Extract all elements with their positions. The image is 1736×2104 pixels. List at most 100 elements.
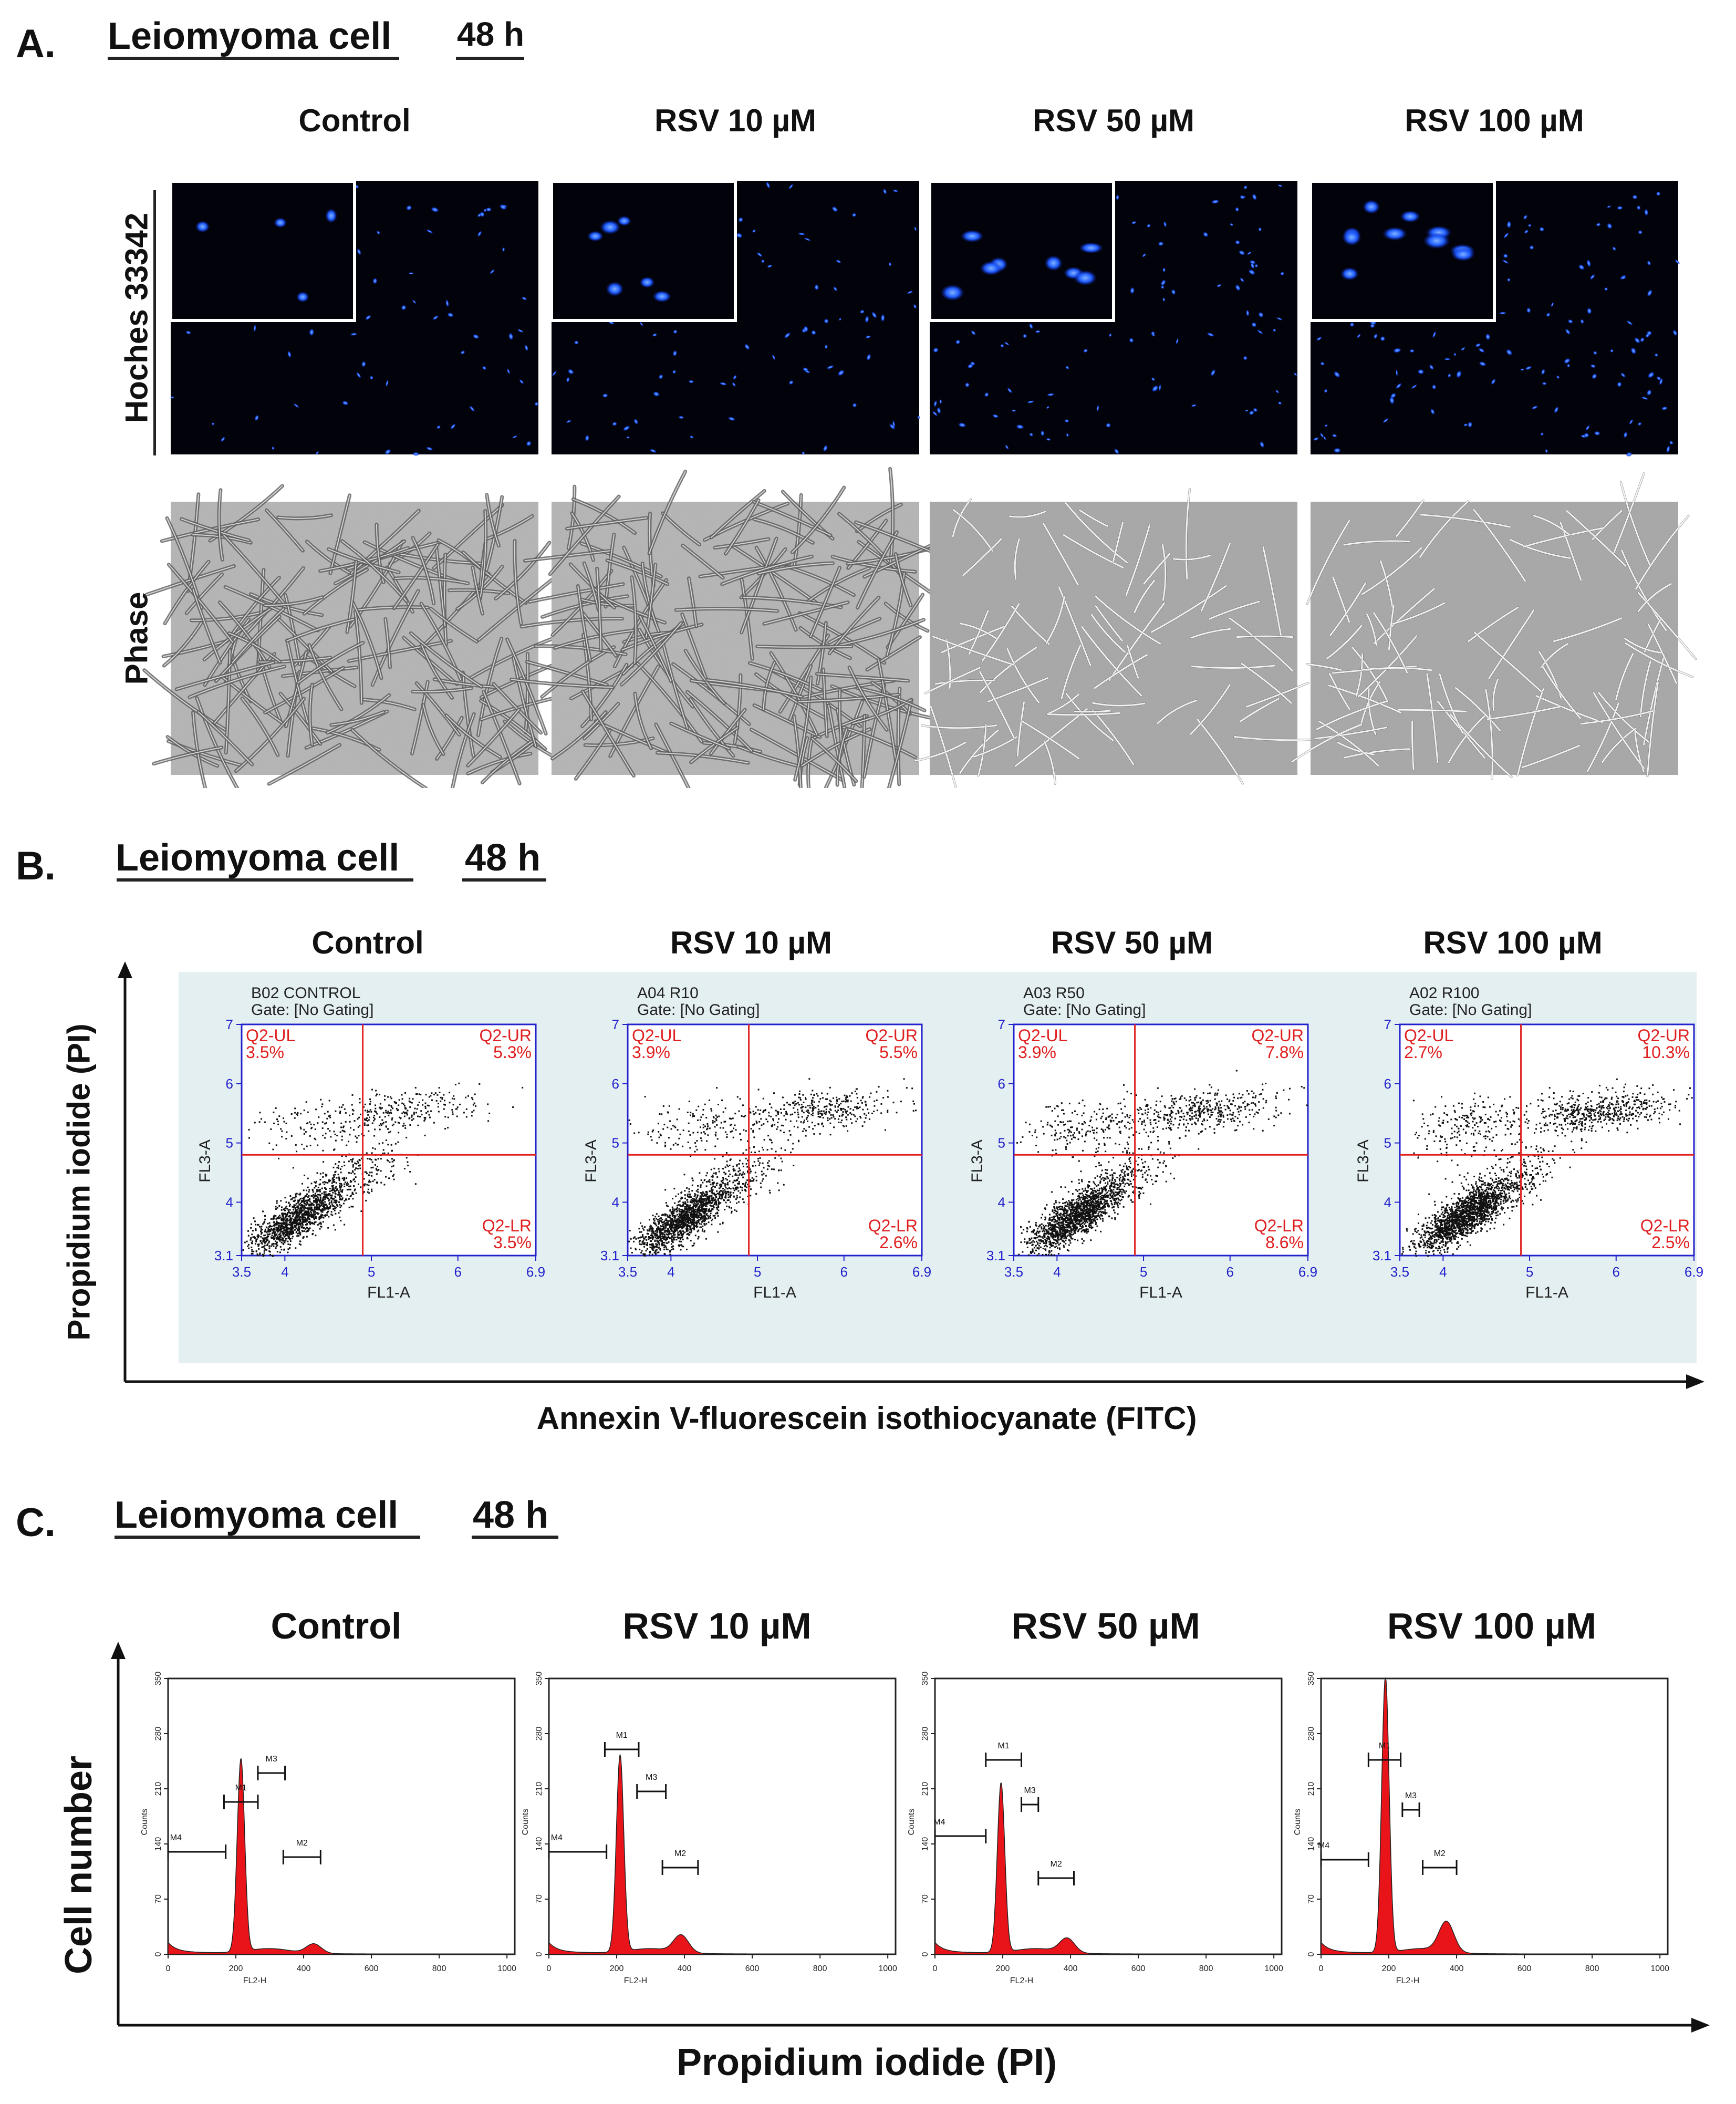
nucleus-mark xyxy=(315,451,319,455)
x-tick-label: 6.9 xyxy=(1298,1264,1317,1280)
nucleus-mark xyxy=(688,380,694,384)
nucleus-mark xyxy=(1065,366,1069,370)
nucleus-mark xyxy=(1259,441,1265,448)
nucleus-mark xyxy=(1659,378,1663,386)
y-tick-label: 0 xyxy=(1307,1952,1316,1956)
y-tick-label: 4 xyxy=(998,1194,1005,1210)
counts-axis-label: Counts xyxy=(521,1809,530,1836)
nucleus-mark xyxy=(1586,259,1591,267)
inset-nucleus-mark xyxy=(1423,233,1450,249)
nucleus-mark xyxy=(1448,373,1451,378)
nucleus-mark xyxy=(852,403,857,408)
inset-nucleus-mark xyxy=(960,230,984,243)
nucleus-mark xyxy=(1162,267,1166,273)
panel-c-time-underline xyxy=(472,1536,558,1539)
hist-frame xyxy=(167,1677,516,1955)
y-tick-label: 350 xyxy=(921,1672,930,1686)
panel-c-title-underline xyxy=(115,1536,420,1539)
quadrant-lr-value: 8.6% xyxy=(1265,1233,1304,1252)
nucleus-mark xyxy=(1131,221,1137,224)
x-tick-label: 5 xyxy=(754,1264,761,1280)
hist-frame xyxy=(1320,1677,1669,1955)
nucleus-mark xyxy=(1324,424,1328,427)
y-tick-label: 4 xyxy=(612,1194,619,1210)
nucleus-mark xyxy=(1654,353,1658,357)
nucleus-mark xyxy=(1142,253,1147,257)
nucleus-mark xyxy=(932,410,938,417)
marker-label: M1 xyxy=(235,1784,247,1792)
nucleus-mark xyxy=(652,391,660,397)
nucleus-mark xyxy=(865,335,871,339)
hist-area xyxy=(548,1754,896,1955)
nucleus-mark xyxy=(831,206,838,212)
nucleus-mark xyxy=(1531,406,1539,410)
nucleus-mark xyxy=(971,330,976,336)
nucleus-mark xyxy=(1276,317,1283,321)
inset-nucleus-mark xyxy=(980,261,1003,276)
nucleus-mark xyxy=(1026,400,1035,403)
inset-nucleus-mark xyxy=(587,231,604,242)
nucleus-mark xyxy=(1443,358,1451,360)
nucleus-mark xyxy=(1432,330,1437,338)
nucleus-mark xyxy=(253,324,256,333)
panel-b-x-arrowhead xyxy=(1686,1374,1704,1389)
nucleus-mark xyxy=(1323,436,1326,441)
nucleus-mark xyxy=(1637,422,1642,426)
x-tick-label: 6 xyxy=(840,1264,848,1280)
y-tick-label: 0 xyxy=(154,1952,163,1956)
nucleus-mark xyxy=(732,382,736,387)
nucleus-mark xyxy=(1151,385,1159,392)
nucleus-mark xyxy=(1370,323,1375,328)
nucleus-mark xyxy=(432,315,439,320)
nucleus-mark xyxy=(888,262,892,266)
x-tick-label: 0 xyxy=(547,1964,552,1973)
nucleus-mark xyxy=(833,286,838,292)
nucleus-mark xyxy=(512,435,518,439)
nucleus-mark xyxy=(933,347,939,353)
x-tick-label: 4 xyxy=(281,1264,288,1280)
nucleus-mark xyxy=(733,375,737,380)
panel-c-title: Leiomyoma cell xyxy=(115,1494,399,1536)
nucleus-mark xyxy=(574,340,579,345)
nucleus-mark xyxy=(1248,269,1256,275)
nucleus-mark xyxy=(955,339,961,345)
nucleus-mark xyxy=(287,350,292,358)
nucleus-mark xyxy=(211,422,215,426)
nucleus-mark xyxy=(1475,343,1481,347)
inset-nucleus-mark xyxy=(617,215,631,226)
nucleus-mark xyxy=(585,434,589,442)
marker-label: M1 xyxy=(998,1742,1010,1750)
nucleus-mark xyxy=(1210,369,1216,377)
fl3-axis-label: FL3-A xyxy=(969,1139,986,1183)
phase-image xyxy=(914,488,1327,788)
quadrant-ul-label: Q2-UL xyxy=(1404,1026,1453,1045)
gate-label: Gate: [No Gating] xyxy=(251,1001,373,1019)
nucleus-mark xyxy=(1540,432,1544,436)
nucleus-mark xyxy=(1250,262,1255,269)
nucleus-mark xyxy=(1395,382,1402,389)
x-tick-label: 200 xyxy=(996,1964,1010,1973)
nucleus-mark xyxy=(499,204,507,210)
inset-frame xyxy=(1309,180,1496,322)
inset-nucleus-mark xyxy=(195,221,210,233)
hist-frame xyxy=(548,1677,897,1955)
x-tick-label: 5 xyxy=(368,1264,375,1280)
y-tick-label: 210 xyxy=(921,1782,930,1796)
quadrant-ul-label: Q2-UL xyxy=(1018,1026,1067,1045)
marker-label: M4 xyxy=(1318,1841,1329,1850)
nucleus-mark xyxy=(477,231,482,237)
nucleus-mark xyxy=(1240,277,1244,283)
y-tick-label: 7 xyxy=(1384,1017,1391,1032)
nucleus-mark xyxy=(1636,205,1641,210)
x-tick-label: 6 xyxy=(1226,1264,1234,1280)
x-tick-label: 200 xyxy=(229,1964,243,1973)
quadrant-ul-value: 3.5% xyxy=(246,1043,284,1062)
y-tick-label: 140 xyxy=(1307,1837,1316,1851)
nucleus-mark xyxy=(401,305,407,310)
x-tick-label: 600 xyxy=(745,1964,760,1973)
nucleus-mark xyxy=(964,382,970,388)
y-tick-label: 5 xyxy=(226,1135,233,1151)
nucleus-mark xyxy=(1130,287,1135,294)
